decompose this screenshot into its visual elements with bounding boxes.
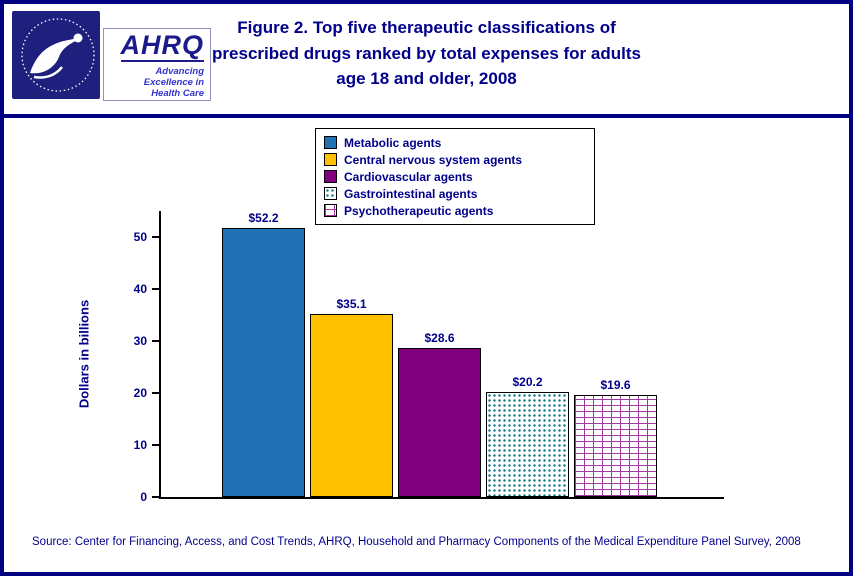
bar-group: $19.6	[574, 211, 657, 497]
bar	[398, 348, 481, 497]
chart-legend: Metabolic agents Central nervous system …	[315, 128, 595, 225]
y-tick-mark	[152, 496, 159, 498]
bar-value-label: $20.2	[512, 374, 543, 389]
y-tick-mark	[152, 444, 159, 446]
y-axis-title: Dollars in billions	[76, 299, 92, 409]
legend-item: Psychotherapeutic agents	[324, 202, 586, 219]
legend-swatch	[324, 204, 337, 217]
header-divider	[4, 114, 849, 118]
y-tick-label: 0	[140, 490, 147, 504]
y-tick: 0	[140, 490, 159, 504]
plot-area: 0 10 20 30 40 50	[134, 211, 724, 504]
bar-value-label: $19.6	[600, 378, 631, 393]
y-tick: 50	[134, 230, 159, 244]
bar-value-label: $52.2	[248, 211, 279, 225]
bar-group: $52.2	[222, 211, 305, 497]
bar-value-label: $28.6	[424, 331, 455, 346]
source-note: Source: Center for Financing, Access, an…	[32, 536, 801, 548]
bar-group: $20.2	[486, 211, 569, 497]
hhs-eagle-icon	[12, 11, 100, 99]
ahrq-logo: AHRQ Advancing Excellence in Health Care	[103, 28, 211, 101]
y-tick: 20	[134, 386, 159, 400]
bar-value-label: $35.1	[336, 297, 367, 312]
bar	[222, 228, 305, 497]
y-tick-label: 40	[133, 282, 147, 296]
legend-item-label: Cardiovascular agents	[344, 169, 473, 184]
legend-item: Cardiovascular agents	[324, 168, 586, 185]
figure-title: Figure 2. Top five therapeutic classific…	[212, 18, 641, 88]
legend-item: Metabolic agents	[324, 134, 586, 151]
y-tick: 10	[134, 438, 159, 452]
y-tick-label: 20	[133, 386, 147, 400]
bar	[574, 395, 657, 497]
y-tick: 30	[134, 334, 159, 348]
y-tick-mark	[152, 392, 159, 394]
y-tick-label: 50	[133, 230, 147, 244]
bar-chart: Metabolic agents Central nervous system …	[4, 118, 849, 534]
legend-swatch	[324, 153, 337, 166]
bar-group: $35.1	[310, 211, 393, 497]
legend-item: Gastrointestinal agents	[324, 185, 586, 202]
legend-item-label: Gastrointestinal agents	[344, 186, 478, 201]
ahrq-logo-text: AHRQ	[120, 30, 204, 62]
hhs-seal-logo	[12, 11, 100, 99]
bar-group: $28.6	[398, 211, 481, 497]
page-header: AHRQ Advancing Excellence in Health Care…	[4, 4, 849, 114]
legend-item: Central nervous system agents	[324, 151, 586, 168]
legend-item-label: Central nervous system agents	[344, 152, 523, 167]
bars-group: $52.2 $35.1 $28.6 $20.2 $19.6	[161, 211, 724, 497]
bar	[310, 314, 393, 497]
legend-item-label: Psychotherapeutic agents	[344, 203, 494, 218]
legend-swatch	[324, 136, 337, 149]
legend-item-label: Metabolic agents	[344, 135, 442, 150]
y-tick-mark	[152, 340, 159, 342]
y-tick-label: 10	[133, 438, 147, 452]
legend-swatch	[324, 187, 337, 200]
bar	[486, 391, 569, 497]
logo-group: AHRQ Advancing Excellence in Health Care	[12, 11, 211, 101]
legend-swatch	[324, 170, 337, 183]
y-tick-mark	[152, 288, 159, 290]
ahrq-logo-tagline: Advancing Excellence in Health Care	[143, 66, 204, 100]
y-tick-label: 30	[133, 334, 147, 348]
y-tick: 40	[134, 282, 159, 296]
y-tick-mark	[152, 236, 159, 238]
